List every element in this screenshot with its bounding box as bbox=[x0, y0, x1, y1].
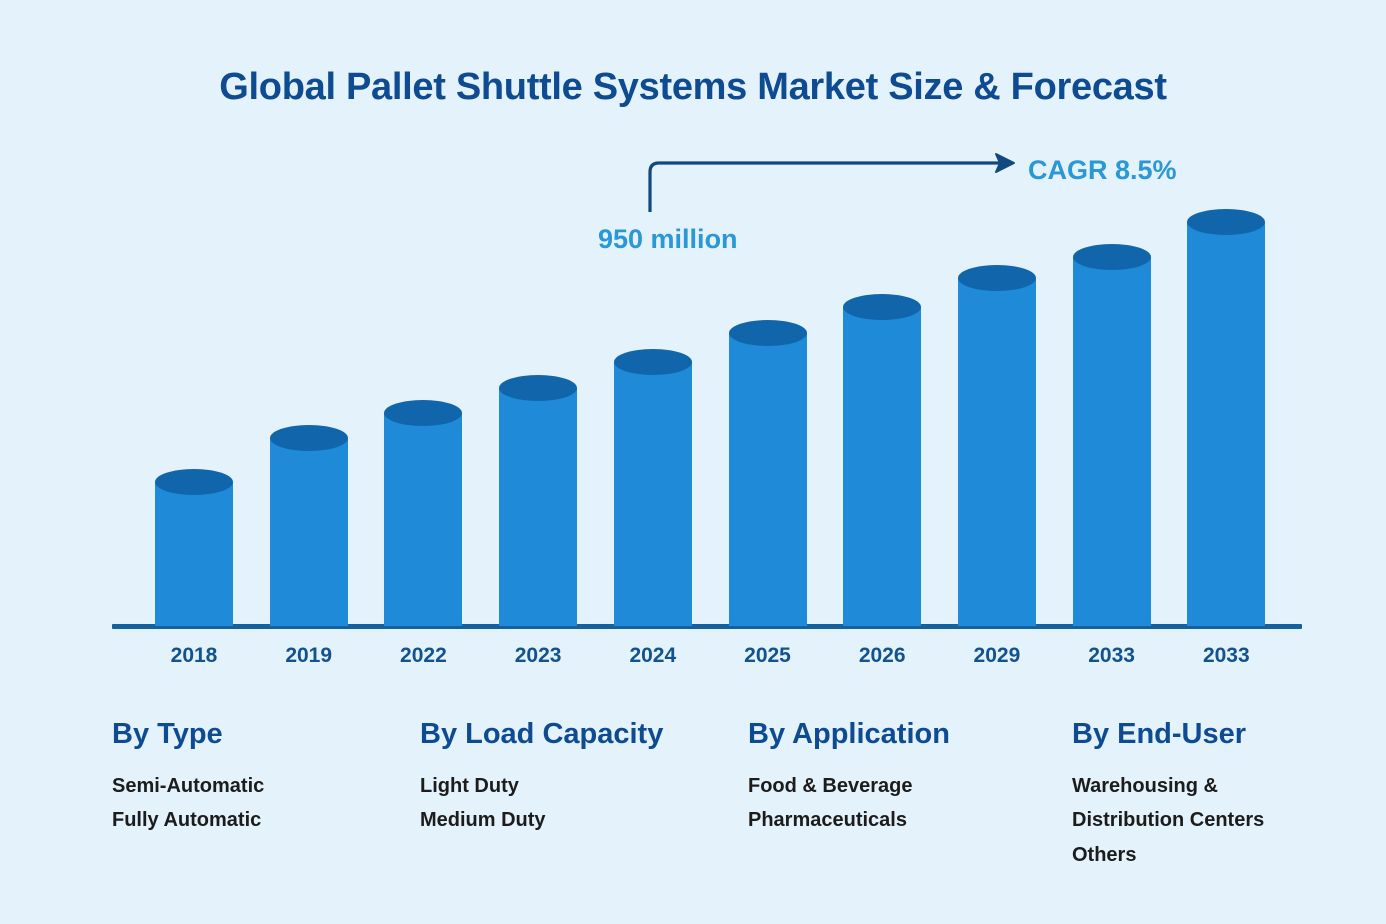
bar-2023-3 bbox=[499, 375, 578, 626]
value-callout-label: 950 million bbox=[598, 224, 738, 254]
bar-body bbox=[843, 307, 922, 626]
x-axis-label-4: 2024 bbox=[629, 644, 677, 667]
bar-top-cap bbox=[499, 375, 578, 401]
segment-column-1: By Load Capacity Light Duty Medium Duty bbox=[420, 718, 663, 838]
bar-top-cap bbox=[613, 349, 692, 375]
x-axis-label-8: 2033 bbox=[1088, 644, 1135, 667]
bar-body bbox=[728, 333, 807, 626]
bar-2024-4 bbox=[613, 349, 692, 626]
segment-item: Food & Beverage bbox=[748, 775, 913, 797]
segment-item: Semi-Automatic bbox=[112, 775, 265, 797]
bar-top-cap bbox=[1187, 209, 1266, 235]
x-axis-label-5: 2025 bbox=[744, 644, 791, 667]
bar-2026-6 bbox=[843, 294, 922, 626]
bar-2025-5 bbox=[728, 320, 807, 626]
segment-title: By Application bbox=[748, 718, 950, 750]
segment-item: Light Duty bbox=[420, 775, 519, 797]
bar-top-cap bbox=[957, 265, 1036, 291]
bar-body bbox=[155, 482, 233, 626]
bar-body bbox=[613, 362, 692, 626]
bar-top-cap bbox=[1072, 244, 1151, 270]
bar-2033-9 bbox=[1187, 209, 1266, 626]
segment-title: By End-User bbox=[1072, 718, 1247, 750]
segment-item: Pharmaceuticals bbox=[748, 809, 907, 832]
bar-2018-0 bbox=[155, 469, 233, 626]
x-axis-label-7: 2029 bbox=[973, 644, 1021, 667]
cagr-callout-label: CAGR 8.5% bbox=[1028, 155, 1177, 185]
chart-plot-area: 2018 2019 2022 2023 2024 2025 2026 2029 2033 2033… bbox=[112, 153, 1302, 667]
segment-item: Medium Duty bbox=[420, 809, 546, 832]
x-axis-line bbox=[112, 624, 1302, 629]
x-axis-label-9: 2033 bbox=[1202, 644, 1250, 667]
x-axis-label-3: 2023 bbox=[514, 644, 562, 667]
bar-top-cap bbox=[384, 400, 463, 426]
page-title: Global Pallet Shuttle Systems Market Siz… bbox=[219, 66, 1167, 108]
x-axis-label-2: 2022 bbox=[400, 644, 447, 667]
bar-body bbox=[384, 413, 463, 626]
segment-title: By Type bbox=[112, 718, 223, 750]
bar-2029-7 bbox=[957, 265, 1036, 626]
x-axis-label-6: 2026 bbox=[858, 644, 906, 667]
segment-title: By Load Capacity bbox=[420, 718, 664, 750]
bar-top-cap bbox=[728, 320, 807, 346]
bar-2022-2 bbox=[384, 400, 463, 626]
bar-body bbox=[1187, 222, 1266, 626]
x-axis-label-1: 2019 bbox=[285, 644, 333, 667]
bar-top-cap bbox=[269, 425, 348, 451]
segment-column-3: By End-User Warehousing & Distribution Cen… bbox=[1072, 718, 1264, 872]
segment-item: Others bbox=[1072, 843, 1137, 866]
bar-top-cap bbox=[155, 469, 233, 495]
cagr-arrow-icon bbox=[648, 153, 1015, 212]
segment-column-2: By Application Food & Beverage Pharmaceuti… bbox=[748, 718, 950, 838]
bar-body bbox=[269, 438, 348, 626]
bar-body bbox=[957, 278, 1036, 626]
bar-body bbox=[1072, 257, 1151, 626]
segment-column-0: By Type Semi-Automatic Fully Automatic bbox=[112, 718, 264, 838]
bar-top-cap bbox=[843, 294, 922, 320]
x-axis-label-0: 2018 bbox=[170, 644, 218, 667]
segment-item: Fully Automatic bbox=[112, 809, 262, 832]
segment-item: Warehousing & bbox=[1072, 775, 1218, 797]
bar-2033-8 bbox=[1072, 244, 1151, 626]
segment-columns: By Type Semi-Automatic Fully Automatic By L… bbox=[0, 718, 1386, 924]
segment-item: Distribution Centers bbox=[1072, 809, 1265, 832]
bar-2019-1 bbox=[269, 425, 348, 626]
bar-body bbox=[499, 388, 578, 626]
